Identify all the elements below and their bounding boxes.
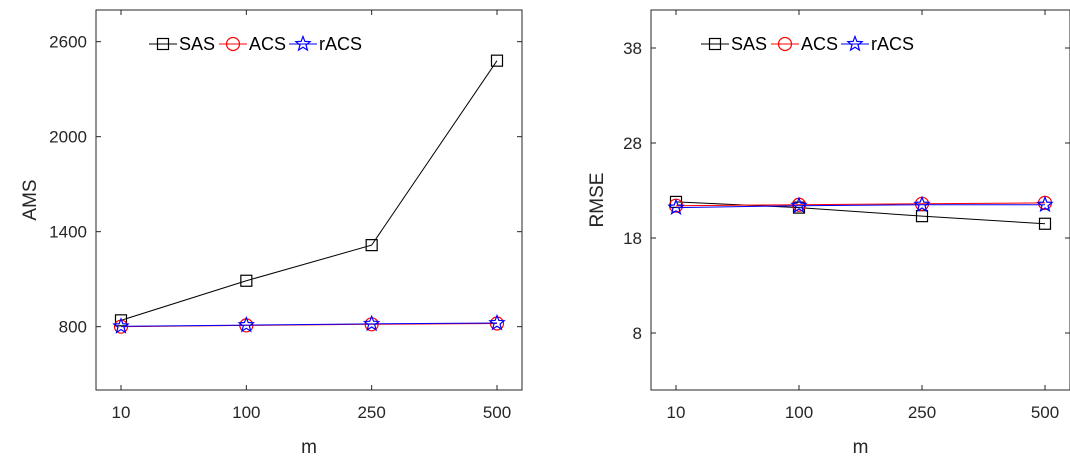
series-acs [113,316,505,334]
x-tick-label: 100 [785,403,813,422]
legend-marker-sas [708,37,722,51]
legend-label-racs: rACS [319,34,362,54]
series-line-racs [675,204,1045,209]
x-tick-label: 250 [908,403,936,422]
x-axis-label: m [301,437,317,457]
legend-marker-racs [846,34,864,52]
plot-area [95,9,523,391]
series-sas [669,195,1052,230]
x-tick-label: 500 [1031,403,1059,422]
series-line-sas [120,60,498,321]
y-tick-label: 1400 [49,223,87,242]
x-tick-label: 10 [667,403,686,422]
legend-label-sas: SAS [179,34,215,54]
legend-marker-sas [156,37,170,51]
y-tick-label: 2600 [49,33,87,52]
y-axis-label: AMS [20,179,41,220]
series-line-acs [675,202,1046,207]
series-racs [112,313,506,334]
legend-marker-acs [777,36,793,52]
x-tick-label: 10 [112,403,131,422]
legend-label-racs: rACS [871,34,914,54]
data-point-sas [490,54,504,67]
data-point-racs [488,313,506,331]
data-point-sas [365,239,378,252]
chart-2: 10 100 250 500 8 18 28 38 m RMSE SAS ACS rACS [587,9,1070,457]
legend: SAS ACS rACS [149,34,362,54]
legend-marker-racs [294,34,312,52]
data-point-sas [1038,217,1052,230]
data-point-racs [1036,195,1054,213]
legend-label-acs: ACS [801,34,838,54]
legend-label-acs: ACS [249,34,286,54]
data-point-racs [112,317,130,334]
y-axis-label: RMSE [587,173,608,228]
data-point-sas [114,314,128,327]
series-racs [667,195,1054,216]
legend-marker-acs [225,36,241,52]
x-tick-label: 500 [483,403,511,422]
data-point-racs [913,195,931,213]
data-point-sas [240,274,253,287]
data-point-racs [237,315,256,333]
y-tick-label: 2000 [49,128,87,147]
series-sas [114,54,504,327]
y-tick-label: 28 [623,134,642,153]
chart-1: 10 100 250 500 800 1400 2000 2600 m AMS SAS ACS rACS [20,9,523,457]
y-tick-label: 8 [633,324,642,343]
y-tick-label: 38 [623,39,642,58]
series-line-racs [120,322,498,327]
plot-area [650,9,1070,391]
data-point-racs [667,198,685,216]
x-axis-label: m [853,437,869,457]
data-point-racs [790,196,808,214]
x-tick-label: 100 [232,403,260,422]
legend-label-sas: SAS [731,34,767,54]
legend: SAS ACS rACS [701,34,914,54]
y-tick-label: 18 [623,229,642,248]
data-point-racs [362,314,381,332]
y-tick-label: 800 [59,318,87,337]
x-tick-label: 250 [357,403,385,422]
